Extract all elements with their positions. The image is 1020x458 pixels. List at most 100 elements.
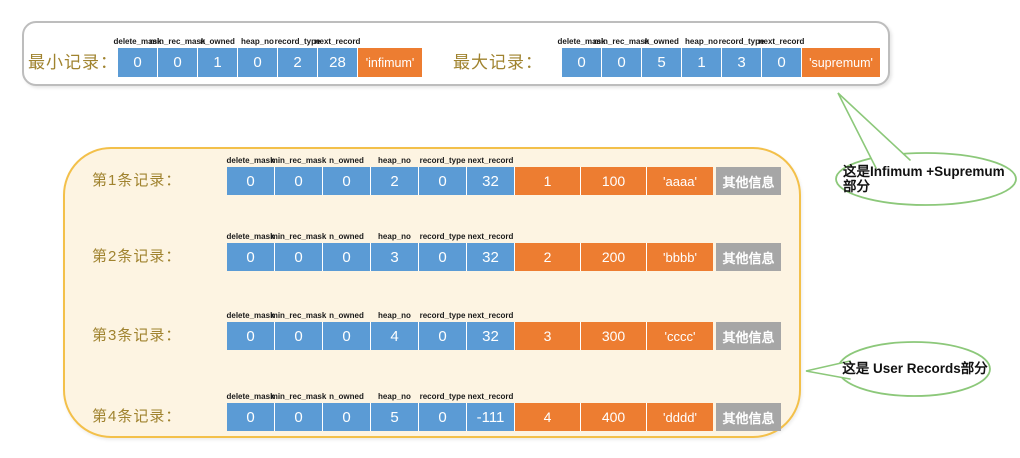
data-cell-2-row2: 200 <box>581 243 647 271</box>
field-cell-next_record-row1: 32 next_record <box>467 157 515 195</box>
field-cell-heap_no-row4: 5 heap_no <box>371 393 419 431</box>
data-cell-2-row1: 100 <box>581 167 647 195</box>
callout-tail-infimum-supremum <box>837 92 911 169</box>
field-cell-min_rec_mask-min: 0 min_rec_mask <box>150 38 205 77</box>
field-cell-record_type-row3: 0 record_type <box>419 312 467 350</box>
field-header-record_type: record_type <box>419 311 466 320</box>
field-header-heap_no: heap_no <box>241 37 274 46</box>
data-cell-1-row2: 2 <box>515 243 581 271</box>
field-cell-record_type-max: 3 record_type <box>719 38 764 77</box>
other-info-cell-row1: 其他信息 <box>716 167 781 195</box>
callout-text-line: 这是Infimum +Supremum <box>843 164 1005 179</box>
field-header-record_type: record_type <box>718 37 765 46</box>
data-cell-2-row3: 300 <box>581 322 647 350</box>
field-cell-heap_no-row2: 3 heap_no <box>371 233 419 271</box>
field-header-min_rec_mask: min_rec_mask <box>270 311 327 320</box>
field-cell-heap_no-row3: 4 heap_no <box>371 312 419 350</box>
field-header-heap_no: heap_no <box>378 232 411 241</box>
field-cell-delete_mask-row3: 0 delete_mask <box>226 312 275 350</box>
callout-text-line: 这是 User Records部分 <box>842 361 988 376</box>
field-cell-delete_mask-max: 0 delete_mask <box>557 38 606 77</box>
field-header-min_rec_mask: min_rec_mask <box>593 37 650 46</box>
field-header-next_record: next_record <box>467 392 514 401</box>
field-header-record_type: record_type <box>419 392 466 401</box>
field-cell-heap_no-row1: 2 heap_no <box>371 157 419 195</box>
field-header-n_owned: n_owned <box>329 232 364 241</box>
max-record-label: 最大记录： <box>453 53 543 72</box>
other-info-cell-row2: 其他信息 <box>716 243 781 271</box>
record-name-cell-min: 'infimum' <box>358 48 422 77</box>
user-records-box <box>63 147 801 438</box>
user-record-label-1: 第1条记录： <box>92 172 182 189</box>
field-header-delete_mask: delete_mask <box>557 37 606 46</box>
field-cell-n_owned-min: 1 n_owned <box>198 38 238 77</box>
field-header-heap_no: heap_no <box>378 392 411 401</box>
field-header-delete_mask: delete_mask <box>226 392 275 401</box>
callout-text-infimum-supremum: 这是Infimum +Supremum 部分 <box>843 164 1018 194</box>
field-header-next_record: next_record <box>467 156 514 165</box>
field-header-heap_no: heap_no <box>685 37 718 46</box>
field-cell-heap_no-min: 0 heap_no <box>238 38 278 77</box>
field-header-n_owned: n_owned <box>644 37 679 46</box>
field-cell-next_record-row4: -111 next_record <box>467 393 515 431</box>
field-cell-record_type-row4: 0 record_type <box>419 393 467 431</box>
field-header-n_owned: n_owned <box>200 37 235 46</box>
other-info-cell-row4: 其他信息 <box>716 403 781 431</box>
data-cell-3-row2: 'bbbb' <box>647 243 713 271</box>
field-cell-n_owned-row1: 0 n_owned <box>323 157 371 195</box>
field-cell-delete_mask-row1: 0 delete_mask <box>226 157 275 195</box>
record-name-cell-max: 'supremum' <box>802 48 880 77</box>
field-header-heap_no: heap_no <box>378 156 411 165</box>
field-cell-n_owned-row2: 0 n_owned <box>323 233 371 271</box>
field-cell-delete_mask-row2: 0 delete_mask <box>226 233 275 271</box>
callout-tail-fill-infimum-supremum <box>838 93 910 168</box>
field-cell-delete_mask-row4: 0 delete_mask <box>226 393 275 431</box>
field-cell-next_record-row2: 32 next_record <box>467 233 515 271</box>
min-record-label: 最小记录： <box>28 53 118 72</box>
data-cell-2-row4: 400 <box>581 403 647 431</box>
field-cell-next_record-min: 28 next_record <box>315 38 360 77</box>
field-header-min_rec_mask: min_rec_mask <box>270 156 327 165</box>
field-cell-record_type-min: 2 record_type <box>275 38 320 77</box>
field-header-min_rec_mask: min_rec_mask <box>149 37 206 46</box>
field-cell-n_owned-row3: 0 n_owned <box>323 312 371 350</box>
field-header-next_record: next_record <box>467 232 514 241</box>
field-header-record_type: record_type <box>274 37 321 46</box>
user-record-label-4: 第4条记录： <box>92 408 182 425</box>
field-cell-min_rec_mask-row3: 0 min_rec_mask <box>271 312 326 350</box>
field-header-next_record: next_record <box>758 37 805 46</box>
field-cell-next_record-row3: 32 next_record <box>467 312 515 350</box>
field-header-n_owned: n_owned <box>329 311 364 320</box>
field-cell-heap_no-max: 1 heap_no <box>682 38 722 77</box>
data-cell-3-row1: 'aaaa' <box>647 167 713 195</box>
field-header-min_rec_mask: min_rec_mask <box>270 232 327 241</box>
field-header-delete_mask: delete_mask <box>226 156 275 165</box>
field-cell-min_rec_mask-row1: 0 min_rec_mask <box>271 157 326 195</box>
field-header-delete_mask: delete_mask <box>226 311 275 320</box>
field-header-min_rec_mask: min_rec_mask <box>270 392 327 401</box>
field-header-heap_no: heap_no <box>378 311 411 320</box>
data-cell-1-row4: 4 <box>515 403 581 431</box>
data-cell-3-row3: 'cccc' <box>647 322 713 350</box>
field-cell-record_type-row1: 0 record_type <box>419 157 467 195</box>
field-cell-delete_mask-min: 0 delete_mask <box>113 38 162 77</box>
field-cell-min_rec_mask-max: 0 min_rec_mask <box>594 38 649 77</box>
user-record-label-3: 第3条记录： <box>92 327 182 344</box>
field-header-n_owned: n_owned <box>329 156 364 165</box>
field-cell-n_owned-row4: 0 n_owned <box>323 393 371 431</box>
field-header-delete_mask: delete_mask <box>113 37 162 46</box>
field-cell-n_owned-max: 5 n_owned <box>642 38 682 77</box>
data-cell-1-row3: 3 <box>515 322 581 350</box>
field-cell-record_type-row2: 0 record_type <box>419 233 467 271</box>
field-header-next_record: next_record <box>314 37 361 46</box>
field-header-next_record: next_record <box>467 311 514 320</box>
field-cell-next_record-max: 0 next_record <box>759 38 804 77</box>
callout-text-user-records: 这是 User Records部分 <box>840 361 990 377</box>
data-cell-1-row1: 1 <box>515 167 581 195</box>
user-record-label-2: 第2条记录： <box>92 248 182 265</box>
field-cell-min_rec_mask-row4: 0 min_rec_mask <box>271 393 326 431</box>
field-header-record_type: record_type <box>419 156 466 165</box>
data-cell-3-row4: 'dddd' <box>647 403 713 431</box>
field-header-record_type: record_type <box>419 232 466 241</box>
